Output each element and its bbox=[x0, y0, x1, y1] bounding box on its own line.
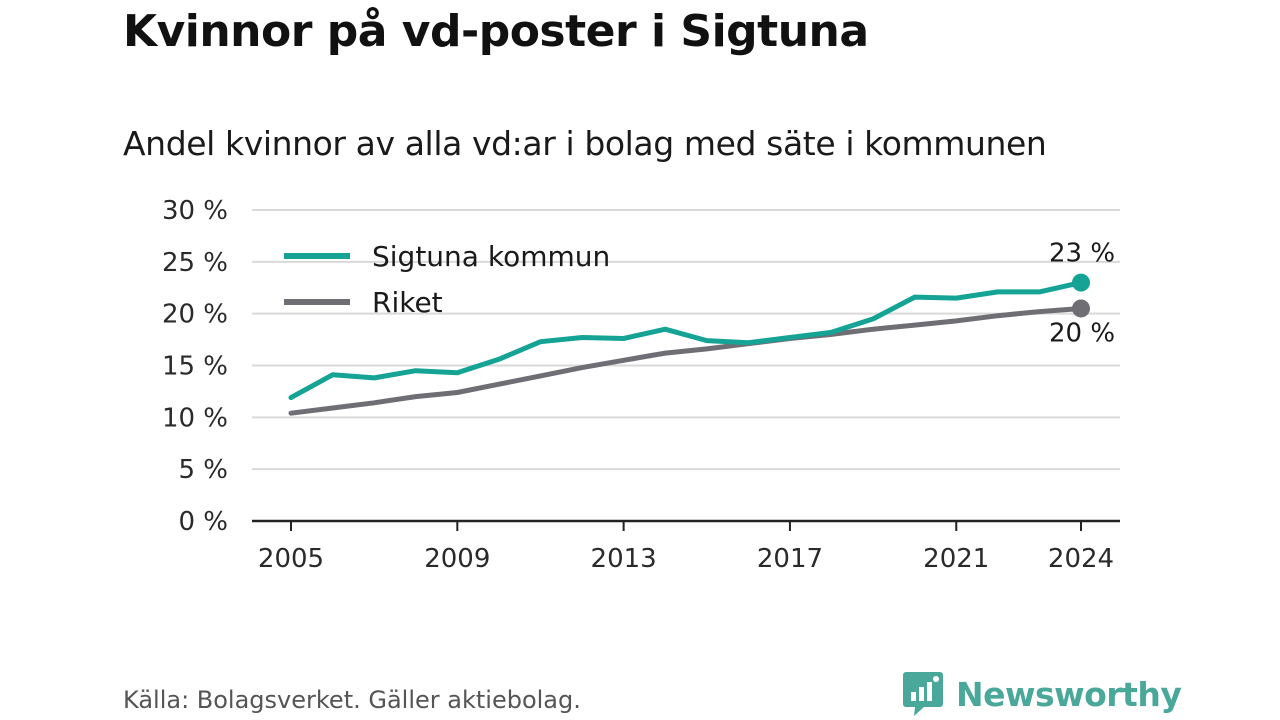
newsworthy-logo-icon bbox=[903, 672, 943, 716]
y-tick-label-30: 30 % bbox=[162, 196, 228, 226]
x-tick-label-2024: 2024 bbox=[1048, 544, 1114, 574]
series-line-riket bbox=[288, 306, 1084, 416]
legend-label-riket: Riket bbox=[372, 286, 443, 319]
legend: Sigtuna kommun Riket bbox=[284, 240, 610, 319]
x-tick-label-2009: 2009 bbox=[424, 544, 490, 574]
chart-subtitle: Andel kvinnor av alla vd:ar i bolag med … bbox=[123, 124, 1047, 163]
end-label-sigtuna: 23 % bbox=[1049, 239, 1115, 269]
end-label-riket: 20 % bbox=[1049, 318, 1115, 348]
series-line-sigtuna bbox=[288, 280, 1084, 401]
y-tick-label-10: 10 % bbox=[162, 403, 228, 433]
brand-name: Newsworthy bbox=[956, 674, 1182, 714]
y-axis-ticks: 0 % 5 % 10 % 15 % 20 % 25 % 30 % bbox=[162, 196, 228, 537]
source-note: Källa: Bolagsverket. Gäller aktiebolag. bbox=[123, 686, 581, 714]
series-endpoint-riket bbox=[1072, 299, 1090, 318]
grid-lines bbox=[252, 209, 1120, 471]
series-lines bbox=[288, 273, 1090, 416]
legend-label-sigtuna: Sigtuna kommun bbox=[372, 240, 610, 273]
x-tick-label-2021: 2021 bbox=[923, 544, 989, 574]
y-tick-label-5: 5 % bbox=[178, 455, 228, 485]
y-tick-label-20: 20 % bbox=[162, 300, 228, 330]
x-tick-label-2013: 2013 bbox=[591, 544, 657, 574]
x-tick-label-2005: 2005 bbox=[258, 544, 324, 574]
y-tick-label-0: 0 % bbox=[178, 507, 228, 537]
series-endpoint-sigtuna bbox=[1072, 273, 1090, 292]
x-axis: 2005 2009 2013 2017 2021 2024 bbox=[252, 519, 1120, 574]
end-labels: 23 % 20 % bbox=[1049, 239, 1115, 349]
y-tick-label-15: 15 % bbox=[162, 352, 228, 382]
chart-title: Kvinnor på vd-poster i Sigtuna bbox=[123, 6, 869, 57]
brand-logo: Newsworthy bbox=[902, 670, 1182, 718]
x-tick-label-2017: 2017 bbox=[757, 544, 823, 574]
y-tick-label-25: 25 % bbox=[162, 248, 228, 278]
